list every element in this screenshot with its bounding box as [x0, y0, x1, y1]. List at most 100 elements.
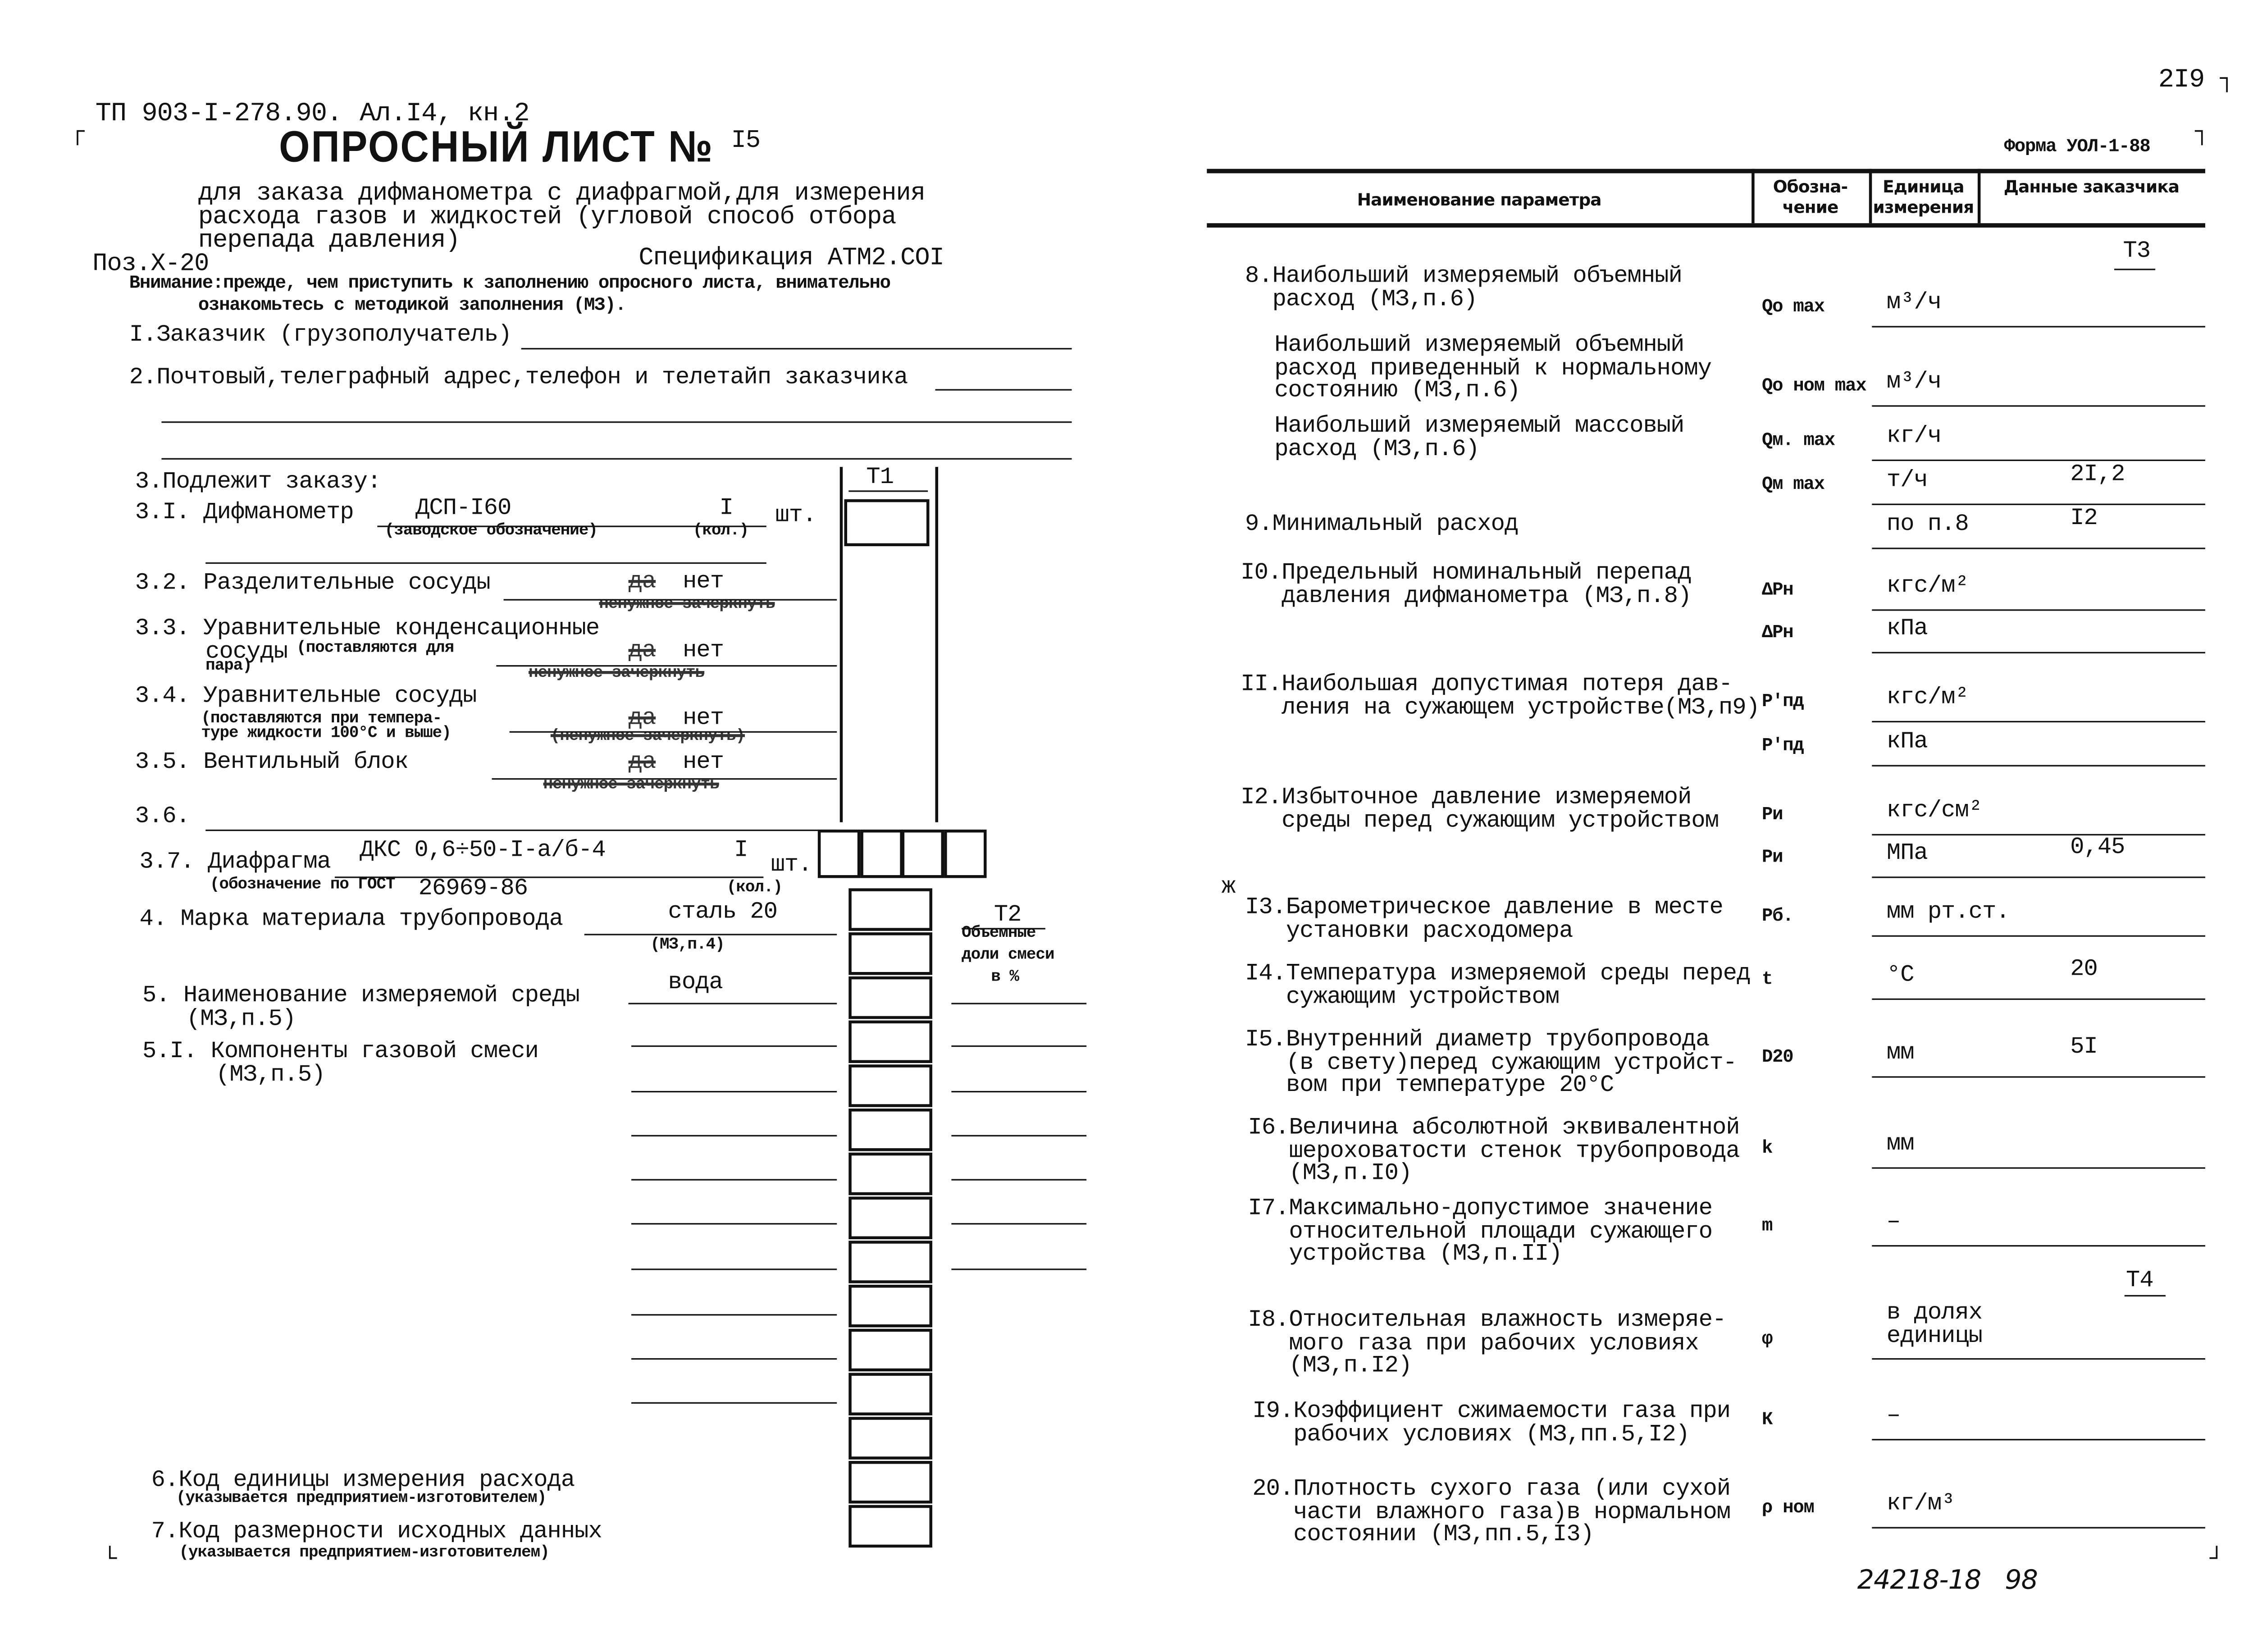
param-label: I8.Относительная влажность измеряе-: [1248, 1306, 1727, 1333]
hint: туре жидкости 100°С и выше): [201, 725, 451, 743]
param-symbol: Qо max: [1761, 297, 1825, 317]
param-symbol: Ри: [1761, 804, 1783, 826]
doc-code: ТП 903-I-278.90.: [95, 100, 342, 129]
code-input-box[interactable]: [848, 1152, 933, 1196]
column-header: Данные заказчика: [2003, 176, 2180, 197]
customer-data-field: [1872, 326, 2205, 328]
customer-data-field: [1872, 834, 2205, 835]
column-rule: [839, 467, 843, 822]
address-field: [161, 458, 1072, 460]
customer-data-field: [1872, 1245, 2205, 1247]
code-input-box[interactable]: [848, 1241, 933, 1283]
param-unit: в долях единицы: [1886, 1299, 1983, 1349]
code-input-box[interactable]: [817, 829, 861, 878]
customer-data-field: [1872, 721, 2205, 723]
code-input-box[interactable]: [943, 829, 986, 878]
t4-underline: [2124, 1295, 2166, 1297]
param-symbol: Qм max: [1761, 474, 1825, 495]
param-unit: т/ч: [1886, 467, 1928, 493]
code-input-box[interactable]: [901, 829, 944, 878]
param-label: I4.Температура измеряемой среды перед: [1245, 960, 1751, 987]
code-input-box[interactable]: [848, 1505, 933, 1548]
hint: (указывается предприятием-изготовителем): [179, 1544, 550, 1562]
hint: (обозначение по ГОСТ: [210, 876, 396, 894]
table-top-rule: [1207, 169, 2205, 173]
material-value: сталь 20: [668, 899, 778, 925]
code-input-box[interactable]: [848, 1020, 933, 1063]
param-label: I7.Максимально-допустимое значение: [1248, 1195, 1713, 1222]
param-label: среды перед сужающим устройством: [1241, 807, 1719, 834]
option-value: нет: [683, 568, 724, 595]
handwritten-note: 24218-18 98: [1857, 1565, 2038, 1596]
param-label: (МЗ,п.I2): [1248, 1352, 1412, 1379]
gas-component-field: [631, 1269, 837, 1270]
difmanometer-qty: I: [719, 495, 734, 521]
corner-mark: └: [103, 1546, 117, 1573]
item-4-label: 4. Марка материала трубопровода: [139, 906, 564, 933]
option-value: нет: [683, 637, 724, 664]
code-input-box[interactable]: [859, 829, 903, 878]
param-label: давления дифманометра (МЗ,п.8): [1241, 582, 1692, 609]
medium-field: [628, 1003, 837, 1004]
customer-field: [521, 348, 1072, 350]
param-label: расход приведенный к нормальному: [1274, 354, 1712, 381]
param-unit: кгс/см²: [1886, 797, 1983, 824]
option-value: нет: [683, 748, 724, 776]
param-label: I2.Избыточное давление измеряемой: [1241, 784, 1692, 811]
item-3-5-label: 3.5. Вентильный блок: [135, 748, 409, 776]
option-field: [509, 731, 837, 733]
param-label: сужающим устройством: [1245, 983, 1560, 1010]
code-input-box[interactable]: [844, 499, 930, 547]
specification: Спецификация АТМ2.СОI: [639, 245, 944, 274]
t3-underline: [2114, 269, 2156, 270]
gas-fraction-field: [951, 1003, 1087, 1004]
t2-label: Т2: [994, 901, 1022, 928]
customer-data-field: [1872, 1358, 2205, 1360]
crossed-option: да: [628, 748, 657, 776]
param-label: ления на сужающем устройстве(МЗ,п9): [1241, 694, 1760, 721]
code-input-box[interactable]: [848, 932, 933, 975]
customer-data-field: [1872, 459, 2205, 461]
param-label: (МЗ,п.I0): [1248, 1160, 1412, 1187]
customer-data-field: [1872, 609, 2205, 611]
item-3-7-label: 3.7. Диафрагма: [139, 849, 331, 875]
warning-text: Внимание:прежде, чем приступить к заполн…: [129, 273, 891, 294]
order-heading: 3.Подлежит заказу:: [135, 468, 382, 495]
corner-mark: ┌: [70, 119, 84, 146]
param-symbol: Qм. max: [1761, 430, 1835, 451]
option-field: [496, 665, 837, 667]
gas-component-field: [631, 1135, 837, 1136]
param-unit: кПа: [1886, 615, 1928, 642]
code-input-box[interactable]: [848, 1461, 933, 1504]
code-input-box[interactable]: [848, 1109, 933, 1151]
param-symbol: m: [1761, 1215, 1773, 1237]
param-label: II.Наибольшая допустимая потеря дав-: [1241, 671, 1733, 698]
code-input-box[interactable]: [848, 888, 933, 931]
page-number: 2I9: [2158, 66, 2205, 96]
code-input-box[interactable]: [848, 1064, 933, 1107]
address-field: [935, 389, 1072, 391]
code-input-box[interactable]: [848, 1196, 933, 1240]
param-symbol: ΔPн: [1761, 622, 1794, 643]
crossed-note: ненужное зачеркнуть: [528, 665, 705, 683]
option-value: нет: [683, 704, 724, 731]
param-label: относительной площади сужающего: [1248, 1218, 1713, 1245]
param-unit: мм рт.ст.: [1886, 899, 2010, 925]
t2-caption: доли смеси: [962, 947, 1054, 965]
customer-data-field: [1872, 935, 2205, 937]
customer-data-field: [1872, 998, 2205, 1000]
gas-component-field: [631, 1091, 837, 1093]
code-input-box[interactable]: [848, 1373, 933, 1416]
code-input-box[interactable]: [848, 976, 933, 1019]
code-input-box[interactable]: [848, 1328, 933, 1372]
customer-data-field: [1872, 876, 2205, 878]
code-input-box[interactable]: [848, 1285, 933, 1328]
item-5-1-label: 5.I. Компоненты газовой смеси: [142, 1038, 539, 1065]
diaphragm-qty: I: [734, 837, 748, 863]
code-input-box[interactable]: [848, 1417, 933, 1460]
extra-field: [205, 562, 766, 564]
param-label: I0.Предельный номинальный перепад: [1241, 559, 1692, 586]
param-label: 8.Наибольший измеряемый объемный: [1245, 263, 1683, 289]
param-symbol: φ: [1761, 1328, 1773, 1350]
